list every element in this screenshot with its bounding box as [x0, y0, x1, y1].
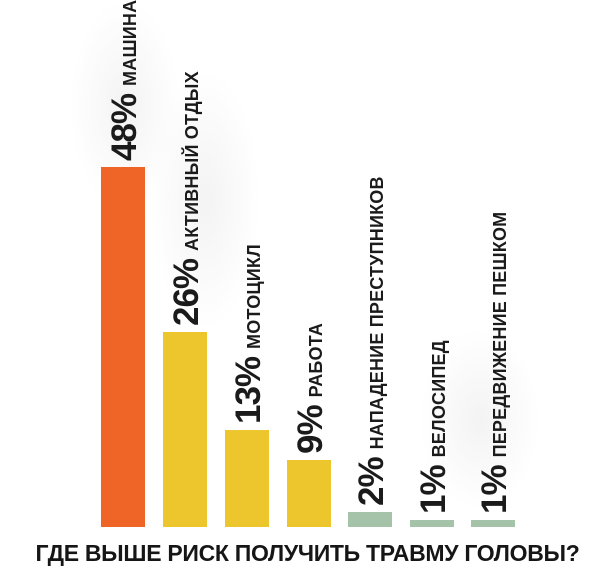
- bar-category-label: МОТОЦИКЛ: [244, 243, 264, 349]
- bar-value-label: 1%: [475, 464, 514, 514]
- bar: [410, 519, 454, 527]
- bar-category-label: ПЕРЕДВИЖЕНИЕ ПЕШКОМ: [490, 211, 510, 457]
- bar-category-label: МАШИНА: [120, 0, 140, 86]
- bar-label: 48% МАШИНА: [105, 0, 144, 161]
- bar-label: 26% АКТИВНЫЙ ОТДЫХ: [167, 71, 206, 326]
- bar-label: 1% ВЕЛОСИПЕД: [414, 339, 453, 514]
- bar-value-label: 1%: [414, 464, 453, 514]
- bar-value-label: 2%: [352, 457, 391, 506]
- bar: [348, 512, 392, 527]
- chart-title: ГДЕ ВЫШЕ РИСК ПОЛУЧИТЬ ТРАВМУ ГОЛОВЫ?: [35, 540, 580, 566]
- bar: [101, 167, 145, 527]
- bar-label: 13% МОТОЦИКЛ: [229, 243, 268, 424]
- bar: [287, 459, 331, 527]
- bar-category-label: РАБОТА: [306, 322, 326, 397]
- bar-category-label: ВЕЛОСИПЕД: [429, 339, 449, 457]
- bar-category-label: НАПАДЕНИЕ ПРЕСТУПНИКОВ: [367, 176, 387, 450]
- bar-label: 9% РАБОТА: [291, 322, 330, 454]
- bar-value-label: 26%: [167, 258, 206, 326]
- bar-label: 2% НАПАДЕНИЕ ПРЕСТУПНИКОВ: [352, 176, 391, 506]
- bar: [163, 332, 207, 527]
- bar-label: 1% ПЕРЕДВИЖЕНИЕ ПЕШКОМ: [475, 211, 514, 514]
- bar-value-label: 13%: [229, 356, 268, 424]
- bar: [471, 519, 515, 527]
- bar-value-label: 48%: [105, 93, 144, 161]
- bar-value-label: 9%: [291, 404, 330, 454]
- bar: [225, 429, 269, 527]
- bar-category-label: АКТИВНЫЙ ОТДЫХ: [182, 71, 202, 251]
